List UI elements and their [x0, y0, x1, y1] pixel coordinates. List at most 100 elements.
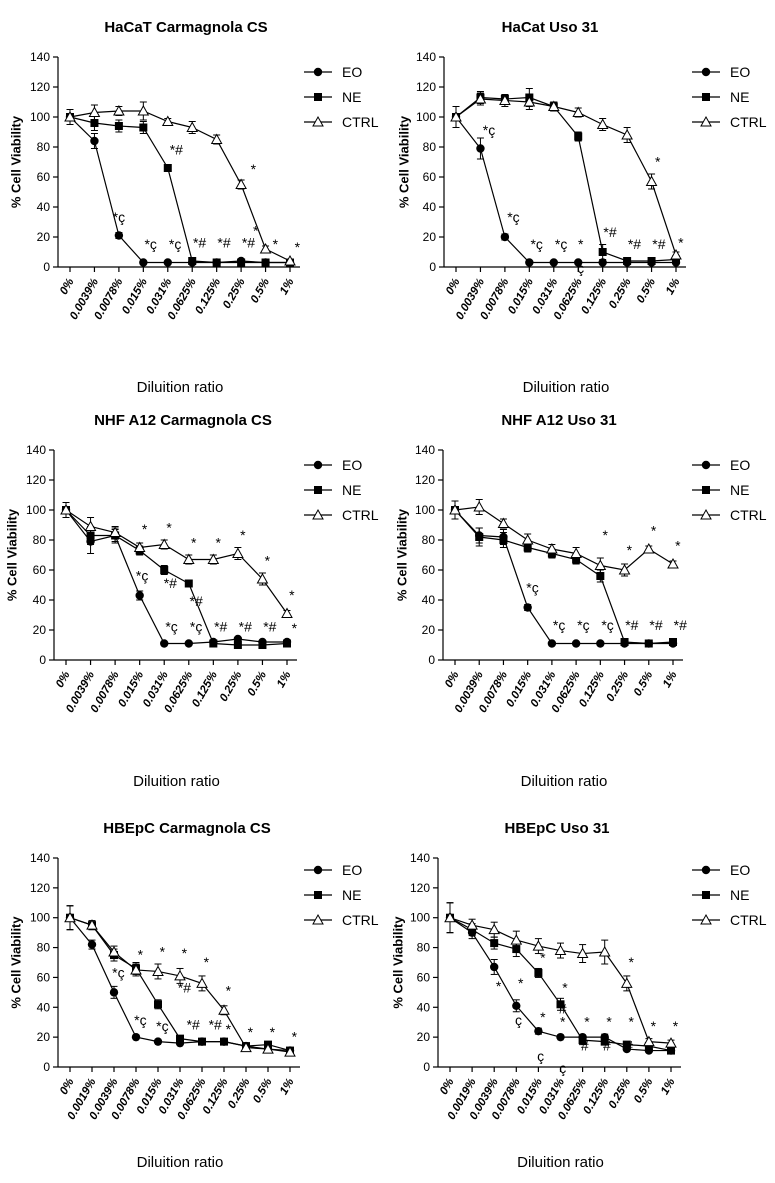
series-ne-point: [139, 123, 148, 132]
x-tick-label: 0%: [443, 670, 462, 690]
chart-panel-2: HaCat Uso 31 0 20 40 60 80 100 120 140 % Cell Via…: [397, 19, 767, 396]
significance-mark: *#: [649, 617, 662, 633]
significance-mark: *: [166, 520, 172, 536]
x-tick-label: 0.5%: [632, 670, 656, 699]
series-ne-point: [176, 1034, 184, 1043]
legend-marker: [701, 460, 711, 470]
significance-mark: *: [651, 1018, 657, 1034]
x-tick-label: 0.25%: [604, 670, 631, 704]
significance-mark: *ç: [134, 1012, 146, 1028]
series-ne-point: [283, 639, 291, 648]
significance-mark: *: [560, 1014, 566, 1030]
series-ctrl-point: [510, 934, 523, 945]
legend-item-ne: NE: [304, 887, 361, 903]
x-tick-label: 1%: [664, 277, 683, 297]
series-eo-line: [65, 509, 287, 645]
significance-mark: *: [584, 1014, 590, 1030]
series-eo-point: [87, 940, 97, 949]
significance-mark: ç: [515, 1012, 522, 1028]
series-ne-point: [534, 968, 543, 977]
legend-label: NE: [730, 887, 749, 903]
series-eo-point: [476, 144, 485, 153]
significance-mark: *: [602, 527, 608, 543]
significance-mark: *#: [214, 619, 227, 635]
x-tick-label: 1%: [661, 670, 680, 690]
series-ctrl-point: [570, 547, 582, 558]
series-eo-point: [131, 1032, 141, 1042]
significance-mark: *: [253, 223, 259, 239]
legend-label: EO: [342, 64, 362, 80]
legend-marker: [701, 865, 711, 875]
series-eo-point: [534, 1026, 543, 1036]
series-ctrl-point: [576, 947, 589, 959]
series-ne-point: [600, 1037, 609, 1046]
series-eo-line: [449, 917, 671, 1052]
series-ctrl-point: [64, 110, 76, 122]
legend-item-ctrl: CTRL: [692, 114, 767, 130]
series-ctrl-point: [547, 100, 560, 111]
legend-marker: [313, 67, 323, 77]
y-tick-label: 140: [30, 50, 50, 64]
y-tick-label: 60: [33, 563, 47, 577]
chart-title: HBEpC Carmagnola CS: [103, 820, 271, 837]
legend-label: EO: [730, 457, 750, 473]
significance-mark: *: [673, 1018, 679, 1034]
series-ne-point: [620, 638, 629, 646]
y-tick-label: 140: [415, 443, 435, 457]
series-ctrl-point: [60, 503, 72, 515]
series-ctrl-point: [670, 248, 682, 260]
series-ne-point: [523, 543, 532, 552]
series-ctrl-point: [645, 175, 658, 186]
y-tick-label: 60: [417, 970, 431, 984]
y-tick-label: 120: [410, 881, 430, 895]
legend-item-eo: EO: [692, 457, 750, 473]
legend-marker: [314, 93, 322, 101]
y-tick-label: 40: [37, 200, 51, 214]
y-tick-label: 0: [39, 653, 46, 667]
significance-mark: *: [540, 1009, 546, 1025]
significance-mark: *: [160, 944, 166, 960]
significance-mark: *ç: [144, 236, 156, 252]
series-ne-point: [596, 572, 605, 580]
chart-panel-3: NHF A12 Carmagnola CS 0 20 40 60 80 100 120 140%…: [5, 412, 379, 790]
y-tick-label: 100: [410, 911, 430, 925]
series-ctrl-point: [523, 95, 536, 107]
x-tick-label: 0.25%: [226, 1077, 253, 1111]
x-axis-label: Diluition ratio: [521, 773, 608, 790]
chart-panel-1: HaCaT Carmagnola CS 0 20 40 60 80 100 120 140 % C…: [9, 19, 379, 396]
x-tick-label: 0%: [444, 277, 463, 297]
legend-marker: [313, 460, 323, 470]
significance-mark: *#: [209, 1017, 222, 1033]
y-tick-label: 120: [415, 473, 435, 487]
legend-label: CTRL: [342, 114, 379, 130]
series-eo-point: [184, 639, 193, 648]
y-tick-label: 80: [417, 941, 431, 955]
legend-label: NE: [342, 887, 361, 903]
significance-mark: *: [182, 945, 188, 961]
series-ctrl-point: [642, 542, 655, 554]
y-tick-label: 120: [416, 80, 436, 94]
series-eo-line: [455, 116, 676, 264]
y-tick-label: 0: [43, 1060, 50, 1074]
significance-mark: *: [496, 978, 502, 994]
series-eo-point: [135, 591, 144, 600]
y-tick-label: 80: [33, 533, 47, 547]
x-tick-label: 0.25%: [607, 277, 634, 311]
series-ctrl-point: [450, 110, 462, 122]
significance-mark: ç: [577, 260, 584, 276]
significance-mark: *: [216, 535, 222, 551]
series-ctrl-point: [130, 963, 142, 975]
y-tick-label: 60: [37, 170, 51, 184]
legend-marker: [314, 891, 322, 899]
legend-label: CTRL: [342, 912, 379, 928]
x-tick-label: 0.25%: [221, 277, 248, 311]
series-ctrl-point: [596, 118, 609, 129]
series-ne-point: [647, 257, 656, 265]
series-ctrl-point: [259, 242, 272, 254]
legend-item-eo: EO: [304, 457, 362, 473]
significance-mark: *: [265, 553, 271, 569]
series-ne-point: [644, 639, 653, 648]
series-ctrl-point: [109, 526, 121, 537]
chart-title: NHF A12 Uso 31: [501, 412, 616, 429]
legend-item-eo: EO: [692, 64, 750, 80]
